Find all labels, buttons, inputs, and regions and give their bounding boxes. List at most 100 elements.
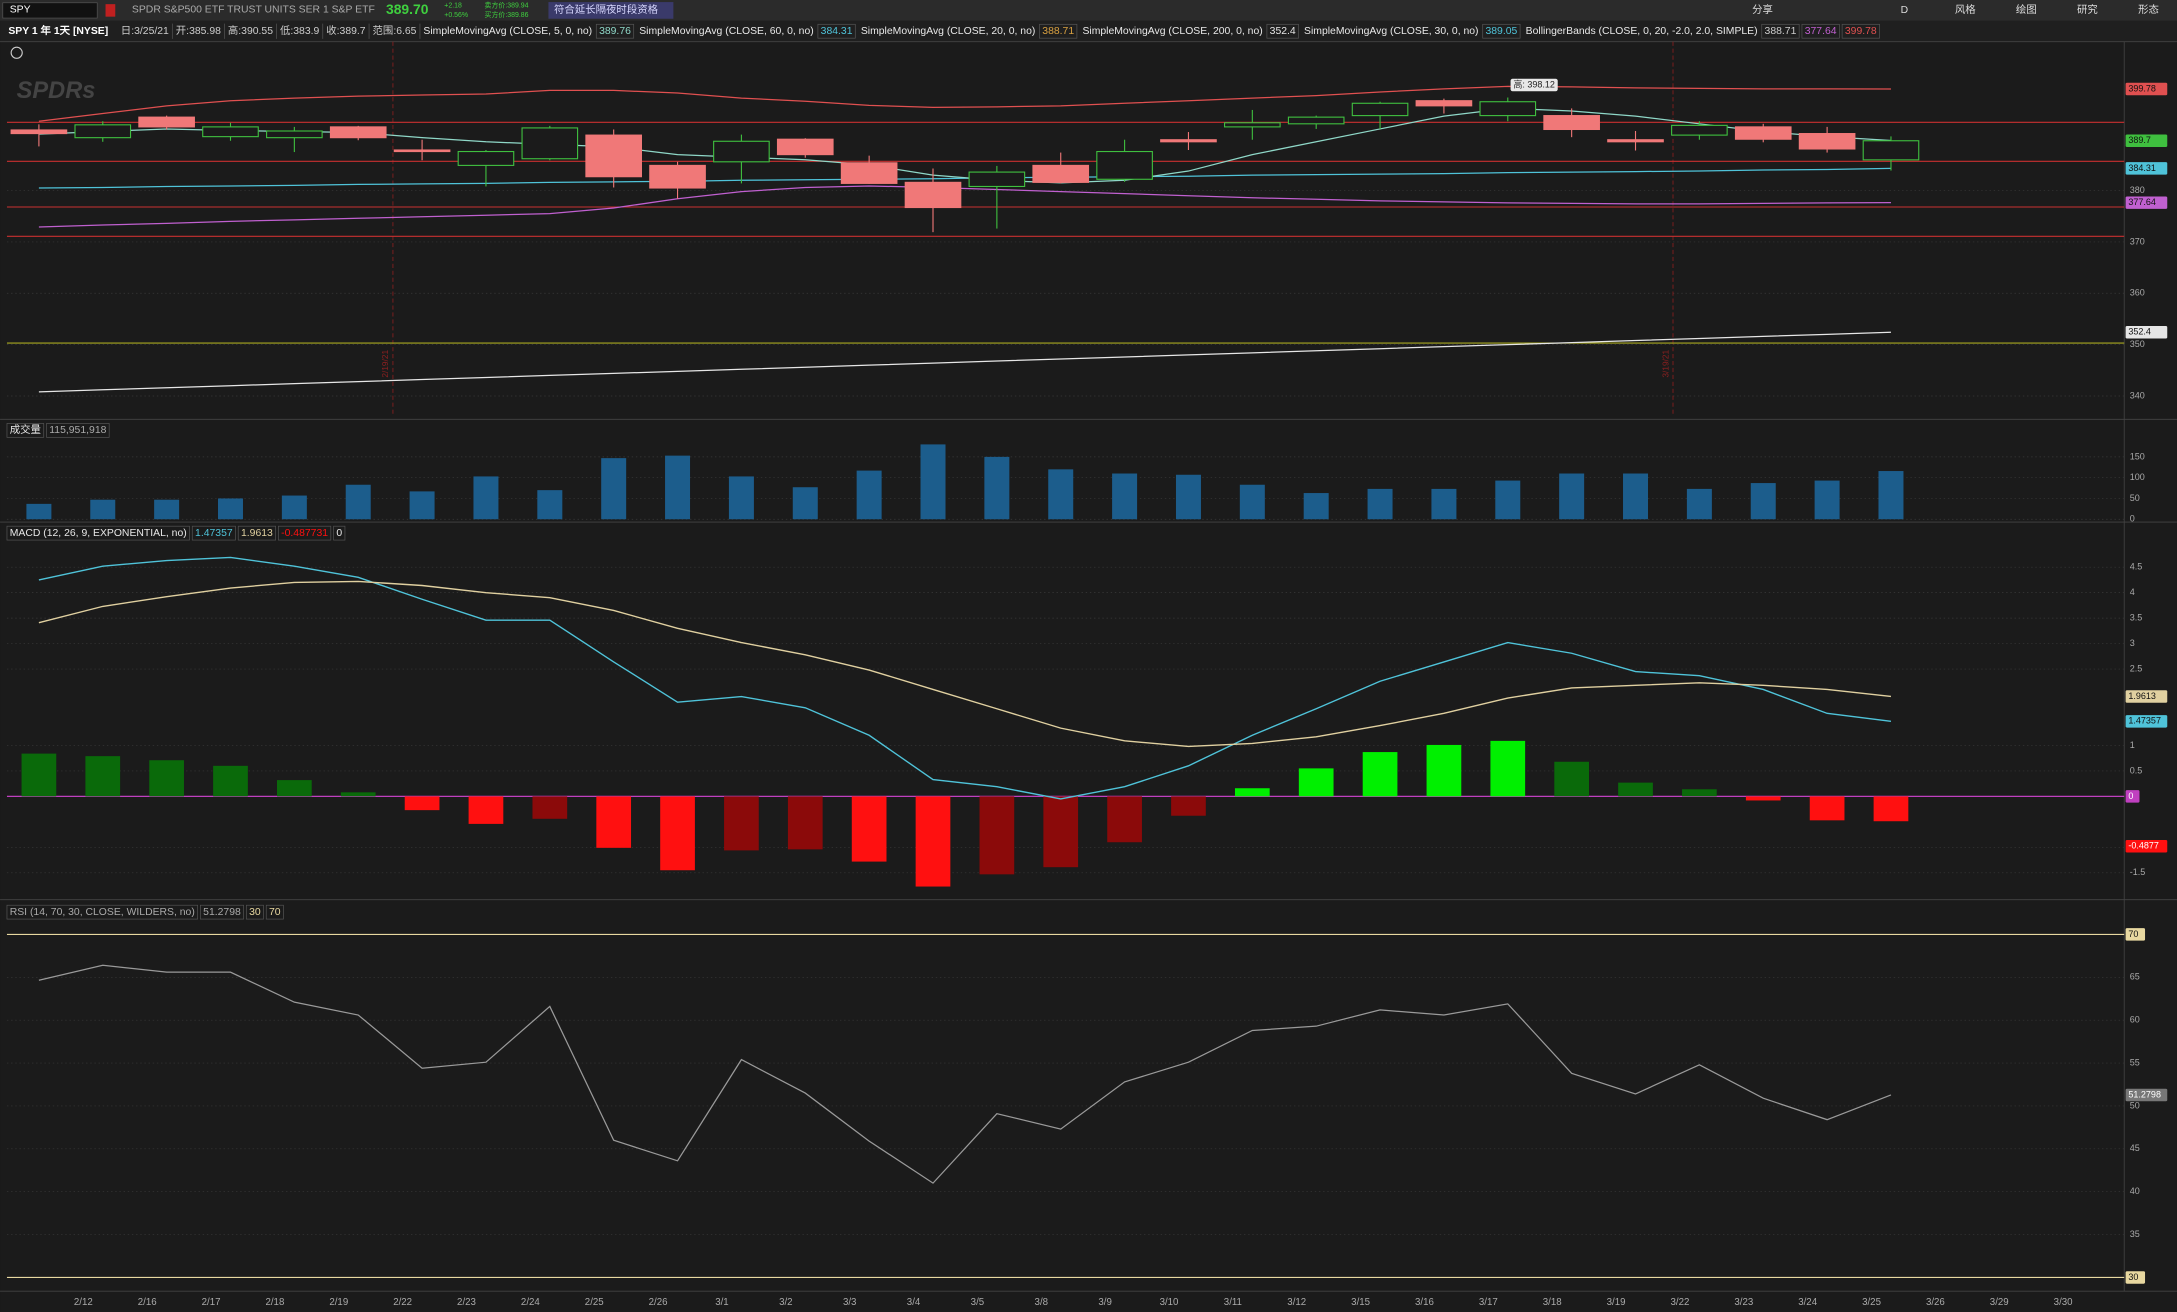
- description: SPDR S&P500 ETF TRUST UNITS SER 1 S&P ET…: [132, 4, 375, 15]
- x-tick-label: 3/1: [715, 1297, 729, 1308]
- ohlc-value: 低:383.9: [280, 24, 320, 37]
- histogram-bar: [1298, 768, 1334, 797]
- symbol[interactable]: SPY: [10, 4, 31, 15]
- candle-body: [1351, 102, 1409, 117]
- candle-body: [10, 129, 68, 135]
- y-tick-label: -1.5: [2130, 867, 2146, 877]
- volume-bar: [1303, 493, 1329, 520]
- price-flag-label: 352.4: [2128, 327, 2151, 337]
- histogram-bar: [340, 792, 376, 797]
- ohlc-value: 收:389.7: [326, 24, 366, 37]
- y-tick-label: 0.5: [2130, 765, 2143, 775]
- x-tick-label: 2/25: [585, 1297, 604, 1308]
- x-tick-label: 2/18: [265, 1297, 284, 1308]
- toolbar-button[interactable]: D: [1901, 5, 1909, 16]
- study-label[interactable]: SimpleMovingAvg (CLOSE, 5, 0, no): [423, 26, 592, 37]
- y-tick-label: 360: [2130, 288, 2145, 298]
- volume-bar: [856, 470, 882, 520]
- change-pct: +0.56%: [444, 12, 468, 19]
- eth-label[interactable]: 符合延长隔夜时段资格: [554, 3, 659, 16]
- price-flag: [2125, 196, 2168, 209]
- volume-bar: [1814, 480, 1840, 520]
- y-tick-label: 3: [2130, 638, 2135, 648]
- candle-body: [1287, 116, 1345, 125]
- legend-item: 1.47357: [195, 528, 233, 539]
- volume-bar: [281, 495, 307, 520]
- link-icon[interactable]: [105, 4, 116, 17]
- histogram-bar: [21, 753, 57, 797]
- candle-body: [1607, 139, 1664, 143]
- study-value: 399.78: [1845, 26, 1877, 37]
- volume-bar: [728, 476, 754, 520]
- toolbar-button[interactable]: 风格: [1955, 3, 1976, 16]
- volume-bar: [345, 484, 371, 520]
- price-flag-label: 1.9613: [2128, 691, 2156, 701]
- histogram-bar: [787, 796, 823, 850]
- legend-item-box: [278, 525, 332, 541]
- legend-item: 51.2798: [203, 907, 241, 918]
- volume-bar: [154, 499, 180, 520]
- candle-body: [649, 164, 706, 189]
- histogram-bar: [277, 780, 312, 797]
- study-label[interactable]: SimpleMovingAvg (CLOSE, 60, 0, no): [639, 26, 813, 37]
- price-flag-label: 1.47357: [2128, 716, 2161, 726]
- toolbar-button[interactable]: 形态: [2138, 3, 2159, 16]
- ohlc-value: 范围:6.65: [373, 24, 417, 37]
- study-value-box: [1801, 23, 1840, 39]
- high-annotation-box: [1510, 78, 1558, 92]
- volume-bar: [920, 444, 946, 520]
- toolbar-button[interactable]: 分享: [1752, 3, 1773, 16]
- study-label[interactable]: SimpleMovingAvg (CLOSE, 20, 0, no): [861, 26, 1035, 37]
- x-tick-label: 2/12: [74, 1297, 93, 1308]
- ask: 卖方价:389.94: [485, 0, 529, 9]
- study-line: [38, 185, 1891, 228]
- eth-badge[interactable]: [548, 2, 674, 19]
- high-annotation: 高: 398.12: [1513, 78, 1555, 89]
- volume-bar: [1623, 473, 1649, 520]
- study-value: 377.64: [1805, 26, 1837, 37]
- study-label[interactable]: SimpleMovingAvg (CLOSE, 30, 0, no): [1304, 26, 1478, 37]
- study-label[interactable]: SimpleMovingAvg (CLOSE, 200, 0, no): [1082, 26, 1262, 37]
- study-line: [38, 331, 1891, 393]
- legend-item-box: [6, 904, 198, 920]
- candle-body: [968, 171, 1026, 188]
- study-value-box: [1039, 23, 1078, 39]
- legend-item-box: [46, 423, 110, 438]
- toolbar-button[interactable]: 研究: [2077, 3, 2098, 16]
- price-flag-label: 384.31: [2128, 163, 2156, 173]
- price-flag-label: 389.7: [2128, 135, 2151, 145]
- candle-body: [329, 126, 387, 139]
- x-tick-label: 3/11: [1224, 1297, 1242, 1308]
- ohlc-value: 开:385.98: [176, 26, 221, 37]
- volume-bar: [1048, 469, 1074, 520]
- candle-body: [1160, 139, 1217, 143]
- x-tick-label: 3/26: [1926, 1297, 1945, 1308]
- candle-body: [776, 138, 834, 156]
- price-flag: [2125, 839, 2168, 853]
- x-tick-label: 3/9: [1098, 1297, 1112, 1308]
- y-tick-label: 65: [2130, 972, 2140, 982]
- volume-bar: [1559, 473, 1585, 520]
- symbol-input[interactable]: [2, 2, 98, 19]
- histogram-bar: [1554, 761, 1590, 797]
- volume-bar: [537, 490, 563, 520]
- x-tick-label: 3/16: [1415, 1297, 1434, 1308]
- legend-item-box: [265, 904, 284, 920]
- candle-body: [1224, 122, 1281, 128]
- toolbar-button[interactable]: 绘图: [2016, 3, 2037, 16]
- volume-bar: [1175, 474, 1201, 520]
- toolbar: [0, 0, 2177, 21]
- x-tick-label: 3/8: [1035, 1297, 1049, 1308]
- study-label[interactable]: BollingerBands (CLOSE, 0, 20, -2.0, 2.0,…: [1526, 26, 1758, 37]
- y-tick-label: 35: [2130, 1229, 2140, 1239]
- y-tick-label: 3.5: [2130, 612, 2143, 622]
- study-value: 389.76: [599, 26, 631, 37]
- info-icon[interactable]: [10, 46, 23, 59]
- histogram-bar: [1682, 789, 1717, 797]
- y-tick-label: 2.5: [2130, 663, 2143, 673]
- histogram-bar: [1107, 796, 1142, 843]
- band-flag-label: 70: [2128, 929, 2138, 939]
- candle-body: [1096, 150, 1153, 180]
- x-tick-label: 2/24: [521, 1297, 540, 1308]
